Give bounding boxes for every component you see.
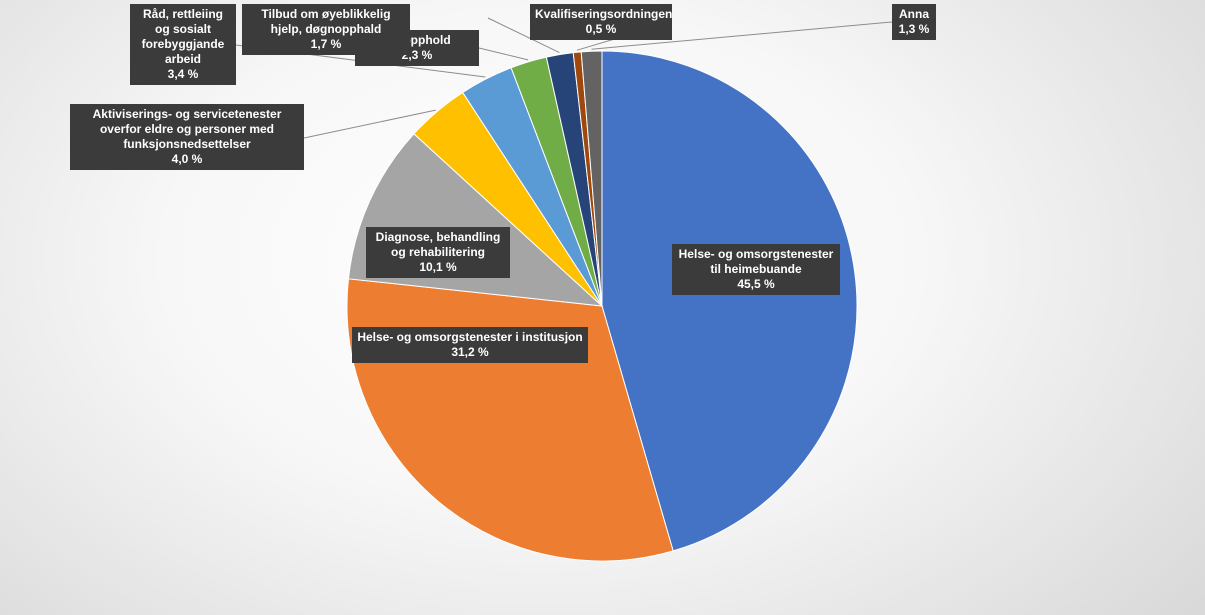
data-label-kvalifisering: Kvalifiseringsordningen 0,5 %	[530, 4, 672, 40]
leader-line-6	[487, 17, 560, 54]
pie-slice-8	[580, 50, 603, 307]
data-label-heimebuande: Helse- og omsorgstenester til heimebuand…	[672, 244, 840, 295]
pie-slice-0	[601, 50, 858, 552]
data-label-rad: Råd, rettleiing og sosialt forebyggjande…	[130, 4, 236, 85]
data-label-anna: Anna 1,3 %	[892, 4, 936, 40]
leader-line-3	[303, 109, 436, 139]
data-label-oyeblikkelig: Tilbud om øyeblikkelig hjelp, døgnopphal…	[242, 4, 410, 55]
leader-line-5	[478, 47, 529, 61]
leader-line-8	[591, 21, 893, 50]
data-label-institusjon: Helse- og omsorgstenester i institusjon …	[352, 327, 588, 363]
data-label-diagnose: Diagnose, behandling og rehabilitering 1…	[366, 227, 510, 278]
data-label-aktiviserings: Aktiviserings- og servicetenester overfo…	[70, 104, 304, 170]
